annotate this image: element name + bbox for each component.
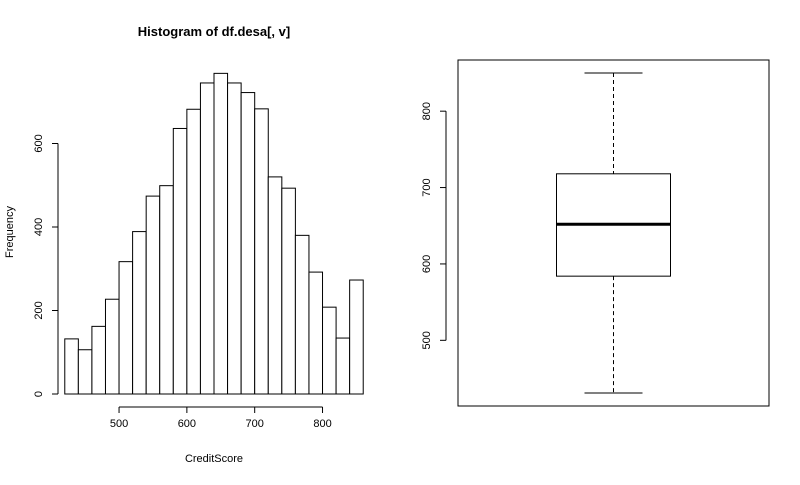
histogram-bar [64,338,79,395]
histogram-x-tick-label: 500 [110,418,128,430]
boxplot-marks [556,72,671,394]
histogram-x-tick-label: 800 [313,418,331,430]
histogram-title: Histogram of df.desa[, v] [138,24,290,39]
histogram-panel: Histogram of df.desa[, v] 500 600 700 800 0… [4,24,364,465]
histogram-y-axis: 0 200 400 600 [33,134,59,397]
histogram-bar [308,271,324,395]
histogram-bar [294,234,310,395]
histogram-x-tick-label: 600 [178,418,196,430]
histogram-x-axis: 500 600 700 800 [110,406,332,430]
histogram-bar [240,92,256,395]
histogram-bar [322,306,337,395]
histogram-bars [64,72,364,395]
histogram-bar [267,176,283,395]
histogram-bar [172,127,188,395]
histogram-x-axis-label: CreditScore [185,453,243,465]
histogram-bar [281,187,296,395]
histogram-bar [335,337,351,395]
histogram-bar [159,185,174,395]
histogram-y-tick-label: 400 [33,218,45,236]
histogram-bar [91,325,106,395]
histogram-bar [118,261,134,395]
histogram-y-tick-label: 0 [33,391,45,397]
histogram-x-tick-label: 700 [246,418,264,430]
boxplot-y-tick-label: 600 [421,255,433,273]
boxplot-y-tick-label: 800 [421,102,433,120]
histogram-bar [213,72,229,395]
boxplot-frame [457,59,770,407]
histogram-bar [227,82,242,395]
boxplot-y-tick-label: 500 [421,331,433,349]
histogram-bar [254,108,269,395]
histogram-y-tick-label: 600 [33,134,45,152]
histogram-bar [349,279,364,395]
histogram-bar [132,231,147,395]
histogram-bar [186,108,201,395]
histogram-y-axis-label: Frequency [4,206,16,258]
histogram-bar [199,82,215,395]
histogram-bar [145,195,161,395]
boxplot-y-tick-label: 700 [421,178,433,196]
histogram-bar [104,298,120,395]
boxplot-panel: 500 600 700 800 [421,59,770,407]
histogram-bar [77,349,93,395]
boxplot-y-axis: 500 600 700 800 [421,102,447,349]
histogram-y-tick-label: 200 [33,301,45,319]
